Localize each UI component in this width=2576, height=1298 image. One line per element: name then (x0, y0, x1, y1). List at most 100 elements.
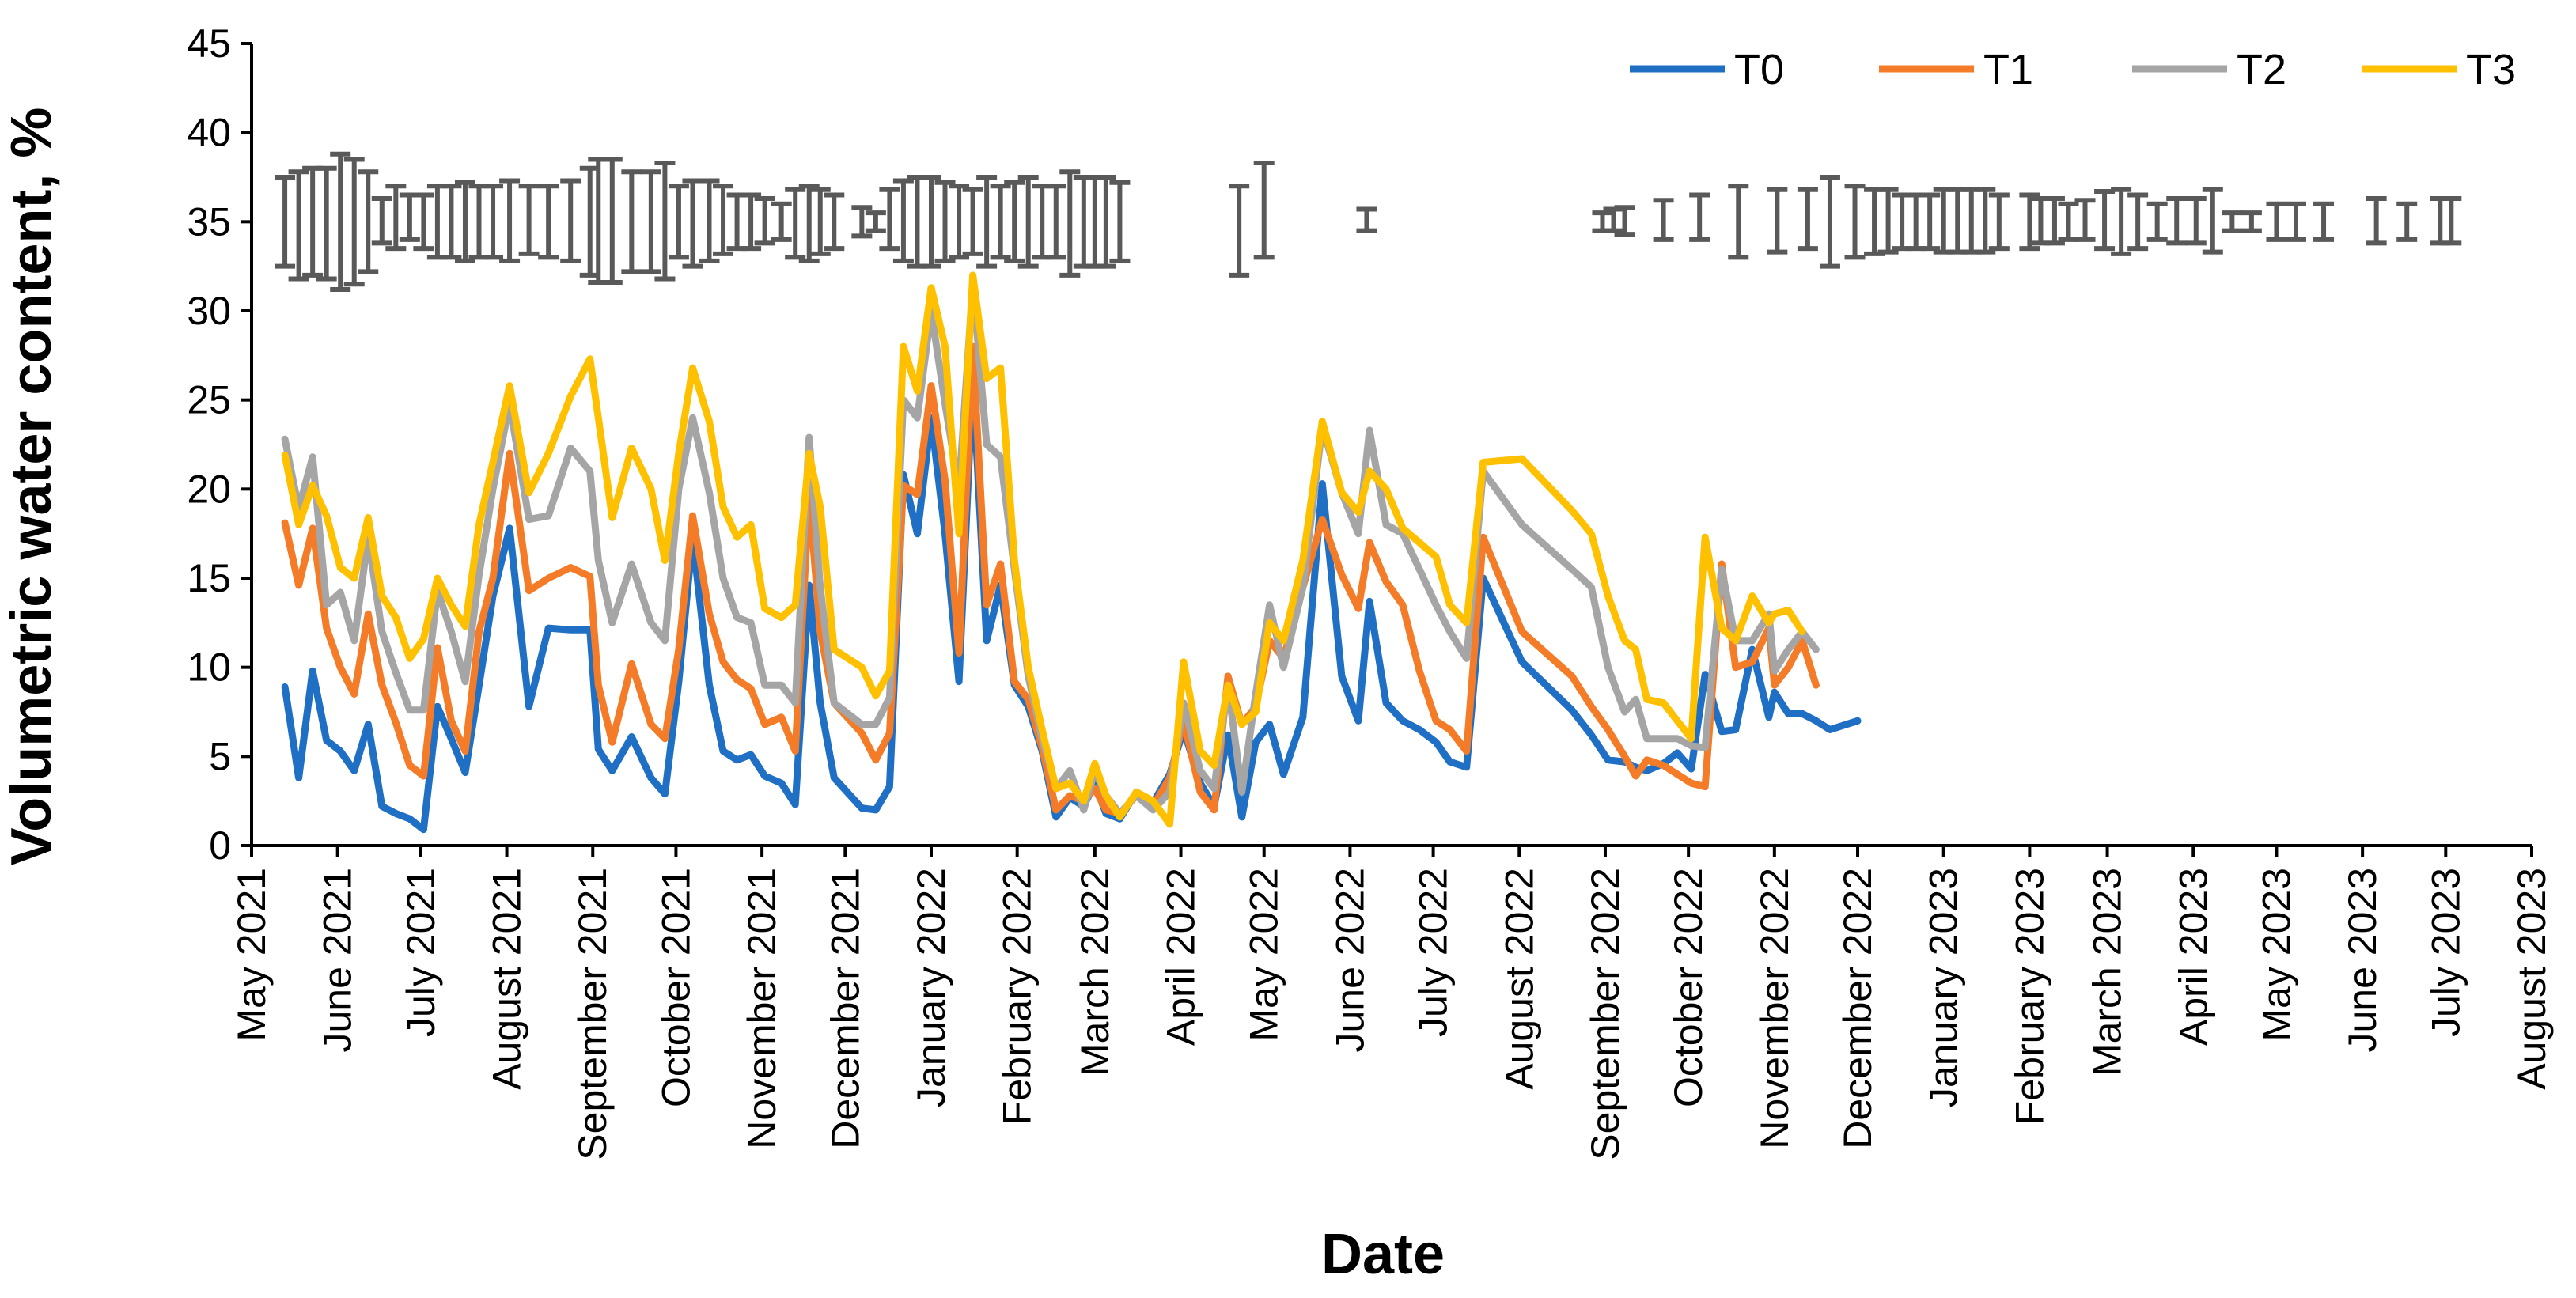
error-bar (1947, 187, 1968, 255)
y-tick-label: 5 (209, 734, 231, 778)
x-tick-label: November 2022 (1752, 868, 1797, 1149)
error-bar (560, 178, 581, 263)
x-tick-label: December 2021 (823, 868, 867, 1149)
error-bar (1253, 160, 1275, 260)
error-bar (1032, 184, 1053, 260)
x-tick-label: September 2021 (570, 868, 615, 1160)
error-bar (1728, 184, 1749, 260)
error-bar (621, 169, 642, 274)
error-bar (892, 178, 914, 263)
error-bar (2146, 201, 2168, 242)
error-bar (726, 192, 748, 252)
error-bar (2058, 201, 2079, 242)
y-tick-label: 25 (187, 378, 231, 422)
error-bar (976, 175, 998, 269)
x-tick-label: October 2022 (1666, 868, 1710, 1107)
x-tick-label: September 2022 (1583, 868, 1627, 1160)
legend-label: T2 (2237, 46, 2286, 93)
error-bar (499, 178, 521, 263)
error-bar (454, 180, 475, 263)
x-tick-label: June 2022 (1328, 868, 1372, 1053)
y-tick-label: 40 (187, 111, 231, 155)
x-tick-label: April 2022 (1159, 868, 1203, 1046)
error-bar (371, 196, 392, 246)
error-bar (1653, 198, 1674, 242)
error-bar (2202, 187, 2223, 255)
error-bar (538, 184, 559, 260)
y-tick-label: 45 (187, 21, 231, 66)
error-bar (640, 169, 661, 274)
error-bar (851, 205, 873, 239)
axes (241, 44, 2532, 857)
error-bar (1975, 187, 1996, 255)
error-bar (468, 184, 490, 260)
error-bar (385, 184, 407, 252)
series-lines (281, 271, 1862, 834)
error-bar (1084, 175, 1105, 269)
error-bar (316, 165, 337, 282)
error-bar (907, 175, 928, 269)
x-tick-label: March 2022 (1073, 868, 1117, 1077)
error-bar (668, 184, 689, 260)
error-bar (741, 192, 762, 252)
x-tick-label: January 2022 (909, 868, 953, 1107)
x-tick-label: May 2023 (2254, 868, 2298, 1042)
error-bar (1767, 187, 1788, 255)
error-bar (1988, 192, 2010, 252)
error-bar (288, 169, 309, 282)
error-bar (785, 187, 806, 260)
x-tick-label: February 2023 (2007, 868, 2051, 1125)
x-tick-label: May 2021 (229, 868, 274, 1042)
error-bar (2019, 192, 2040, 252)
series-line-t1 (281, 342, 1820, 817)
x-tick-label: April 2023 (2171, 868, 2215, 1046)
error-bar (2044, 196, 2065, 246)
error-bar (1864, 187, 1885, 256)
error-bar (2166, 196, 2188, 246)
error-bar (654, 160, 676, 282)
error-bar (1356, 206, 1377, 233)
error-bar (1229, 184, 1250, 278)
x-tick-label: August 2022 (1497, 868, 1541, 1090)
legend: T0 T1 T2 T3 (1630, 46, 2516, 93)
y-tick-label: 0 (209, 823, 231, 868)
error-bar (1960, 187, 1982, 255)
error-bar (962, 187, 983, 256)
error-bar (1109, 180, 1131, 263)
x-axis-ticks: May 2021 June 2021 July 2021 August 2021 Sep… (229, 846, 2554, 1160)
x-tick-label: July 2022 (1411, 868, 1456, 1037)
y-tick-label: 15 (187, 556, 231, 600)
x-tick-label: August 2023 (2510, 868, 2554, 1090)
error-bar (1892, 192, 1913, 252)
y-axis-title: Volumetric water content, % (0, 108, 63, 866)
error-bar (441, 184, 462, 260)
x-tick-label: August 2021 (485, 868, 529, 1090)
error-bar (682, 178, 703, 269)
error-bar (1614, 205, 1635, 237)
legend-label: T1 (1983, 46, 2033, 93)
series-line-t3 (281, 271, 1806, 828)
error-bar (2313, 201, 2335, 242)
error-bar (413, 192, 434, 252)
error-bar (1592, 210, 1613, 233)
error-bar (809, 187, 831, 256)
error-bar (1844, 184, 1866, 260)
error-bar (2127, 192, 2149, 252)
error-bar (399, 192, 420, 242)
error-bar (2094, 189, 2116, 252)
error-bar (601, 157, 623, 285)
error-bar (1689, 192, 1710, 242)
error-bar (2030, 196, 2051, 246)
error-bar (990, 184, 1011, 260)
legend-item-t0: T0 (1630, 46, 1784, 93)
legend-label: T0 (1734, 46, 1784, 93)
error-bar (2396, 201, 2418, 242)
x-tick-label: January 2023 (1922, 868, 1966, 1107)
error-bar (1933, 187, 1954, 255)
error-bar (518, 184, 540, 256)
error-bar (2266, 201, 2287, 242)
y-axis-ticks: 0 5 10 15 20 25 30 35 40 45 (187, 21, 252, 868)
x-tick-label: June 2021 (316, 868, 360, 1053)
x-tick-label: November 2021 (740, 868, 784, 1149)
